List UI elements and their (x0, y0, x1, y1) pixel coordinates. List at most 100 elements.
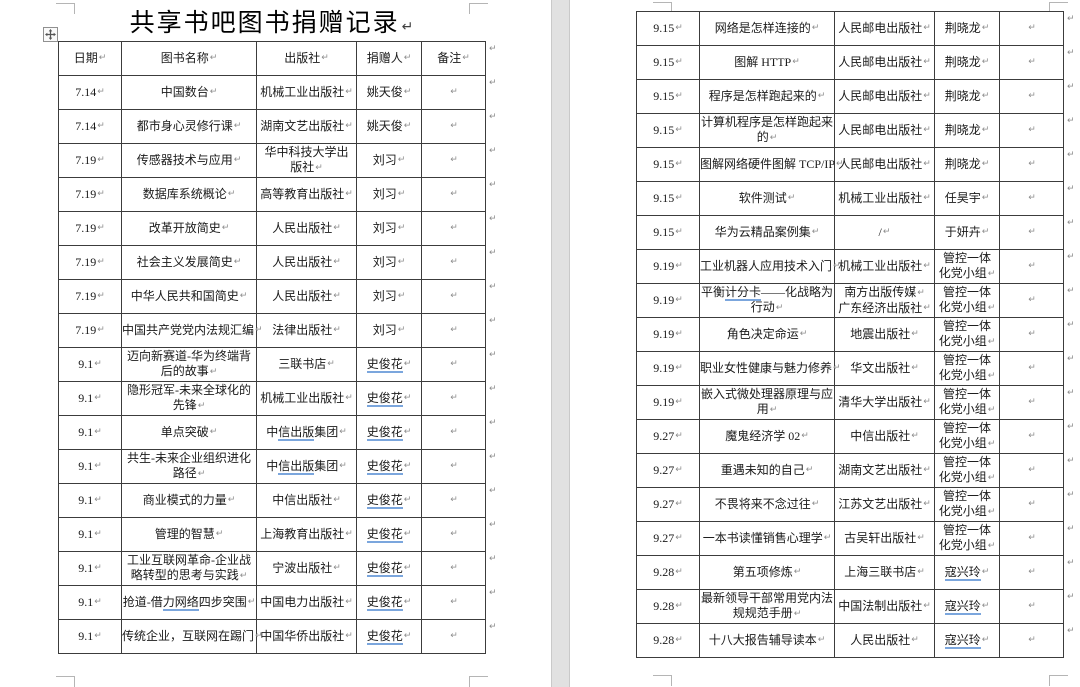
cell-publisher[interactable]: 华中科技大学出 版社↵ (256, 143, 357, 178)
cell-publisher[interactable]: 江苏文艺出版社↵ (834, 487, 935, 522)
cell-publisher[interactable]: 中信出版社↵ (834, 419, 935, 454)
header-cell-date[interactable]: 日期↵ (58, 41, 122, 76)
cell-note[interactable]: ↵ (421, 313, 486, 348)
cell-note[interactable]: ↵ (999, 45, 1064, 80)
cell-publisher[interactable]: 中国华侨出版社↵ (256, 619, 357, 654)
cell-date[interactable]: 9.19↵ (636, 351, 700, 386)
cell-book[interactable]: 传感器技术与应用↵ (121, 143, 257, 178)
cell-book[interactable]: 数据库系统概论↵ (121, 177, 257, 212)
cell-date[interactable]: 9.19↵ (636, 317, 700, 352)
cell-note[interactable]: ↵ (999, 385, 1064, 420)
cell-donor[interactable]: 史俊花↵ (356, 415, 422, 450)
cell-publisher[interactable]: 中信出版集团↵ (256, 415, 357, 450)
cell-donor[interactable]: 管控一体 化党小组↵ (934, 351, 1000, 386)
cell-note[interactable]: ↵ (999, 147, 1064, 182)
cell-note[interactable]: ↵ (999, 113, 1064, 148)
cell-publisher[interactable]: 上海三联书店↵ (834, 555, 935, 590)
cell-book[interactable]: 管理的智慧↵ (121, 517, 257, 552)
cell-date[interactable]: 9.1↵ (58, 585, 122, 620)
cell-donor[interactable]: 史俊花↵ (356, 517, 422, 552)
cell-note[interactable]: ↵ (421, 585, 486, 620)
cell-book[interactable]: 商业模式的力量↵ (121, 483, 257, 518)
cell-book[interactable]: 隐形冠军-未来全球化的 先锋↵ (121, 381, 257, 416)
cell-date[interactable]: 9.1↵ (58, 619, 122, 654)
cell-donor[interactable]: 姚天俊↵ (356, 75, 422, 110)
cell-publisher[interactable]: 中信出版社↵ (256, 483, 357, 518)
cell-donor[interactable]: 史俊花↵ (356, 483, 422, 518)
cell-publisher[interactable]: 人民出版社↵ (256, 245, 357, 280)
cell-donor[interactable]: 管控一体 化党小组↵ (934, 521, 1000, 556)
cell-publisher[interactable]: 清华大学出版社↵ (834, 385, 935, 420)
cell-date[interactable]: 9.28↵ (636, 589, 700, 624)
table-move-handle[interactable] (43, 27, 58, 42)
cell-publisher[interactable]: 上海教育出版社↵ (256, 517, 357, 552)
cell-book[interactable]: 角色决定命运↵ (699, 317, 835, 352)
cell-book[interactable]: 中国数台↵ (121, 75, 257, 110)
cell-book[interactable]: 程序是怎样跑起来的↵ (699, 79, 835, 114)
cell-note[interactable]: ↵ (421, 449, 486, 484)
cell-book[interactable]: 工业互联网革命-企业战 略转型的思考与实践↵ (121, 551, 257, 586)
cell-publisher[interactable]: 地震出版社↵ (834, 317, 935, 352)
cell-publisher[interactable]: 机械工业出版社↵ (834, 249, 935, 284)
cell-note[interactable]: ↵ (421, 551, 486, 586)
cell-publisher[interactable]: 南方出版传媒↵ 广东经济出版社↵ (834, 283, 935, 318)
cell-date[interactable]: 9.1↵ (58, 381, 122, 416)
cell-date[interactable]: 9.19↵ (636, 249, 700, 284)
cell-date[interactable]: 9.27↵ (636, 487, 700, 522)
cell-book[interactable]: 重遇未知的自己↵ (699, 453, 835, 488)
cell-publisher[interactable]: 华文出版社↵ (834, 351, 935, 386)
cell-note[interactable]: ↵ (999, 521, 1064, 556)
cell-note[interactable]: ↵ (999, 215, 1064, 250)
cell-date[interactable]: 7.19↵ (58, 211, 122, 246)
cell-book[interactable]: 十八大报告辅导读本↵ (699, 623, 835, 658)
cell-donor[interactable]: 姚天俊↵ (356, 109, 422, 144)
cell-note[interactable]: ↵ (421, 279, 486, 314)
cell-note[interactable]: ↵ (999, 11, 1064, 46)
cell-note[interactable]: ↵ (421, 517, 486, 552)
cell-note[interactable]: ↵ (999, 351, 1064, 386)
cell-book[interactable]: 最新领导干部常用党内法 规规范手册↵ (699, 589, 835, 624)
cell-book[interactable]: 平衡计分卡——化战略为 行动↵ (699, 283, 835, 318)
cell-donor[interactable]: 荆晓龙↵ (934, 45, 1000, 80)
cell-date[interactable]: 9.27↵ (636, 419, 700, 454)
cell-donor[interactable]: 于妍卉↵ (934, 215, 1000, 250)
cell-date[interactable]: 7.19↵ (58, 245, 122, 280)
cell-publisher[interactable]: 湖南文艺出版社↵ (256, 109, 357, 144)
cell-book[interactable]: 华为云精品案例集↵ (699, 215, 835, 250)
cell-note[interactable]: ↵ (421, 483, 486, 518)
cell-note[interactable]: ↵ (421, 415, 486, 450)
cell-donor[interactable]: 刘习↵ (356, 313, 422, 348)
cell-date[interactable]: 9.15↵ (636, 79, 700, 114)
cell-donor[interactable]: 寇兴玲↵ (934, 623, 1000, 658)
cell-book[interactable]: 图解 HTTP↵ (699, 45, 835, 80)
cell-date[interactable]: 9.27↵ (636, 453, 700, 488)
cell-note[interactable]: ↵ (421, 211, 486, 246)
page-title[interactable]: 共享书吧图书捐赠记录 (129, 10, 400, 37)
cell-book[interactable]: 图解网络硬件图解 TCP/IP↵ (699, 147, 844, 182)
cell-book[interactable]: 职业女性健康与魅力修养↵ (699, 351, 841, 386)
cell-date[interactable]: 7.14↵ (58, 75, 122, 110)
cell-note[interactable]: ↵ (421, 75, 486, 110)
cell-note[interactable]: ↵ (421, 619, 486, 654)
header-cell-donor[interactable]: 捐赠人↵ (356, 41, 422, 76)
cell-publisher[interactable]: 机械工业出版社↵ (256, 381, 357, 416)
cell-date[interactable]: 9.15↵ (636, 11, 700, 46)
cell-note[interactable]: ↵ (999, 181, 1064, 216)
cell-publisher[interactable]: 机械工业出版社↵ (256, 75, 357, 110)
cell-book[interactable]: 计算机程序是怎样跑起来 的↵ (699, 113, 835, 148)
cell-note[interactable]: ↵ (999, 317, 1064, 352)
cell-book[interactable]: 社会主义发展简史↵ (121, 245, 257, 280)
cell-donor[interactable]: 刘习↵ (356, 245, 422, 280)
cell-note[interactable]: ↵ (999, 589, 1064, 624)
cell-date[interactable]: 9.19↵ (636, 385, 700, 420)
cell-donor[interactable]: 寇兴玲↵ (934, 589, 1000, 624)
cell-date[interactable]: 7.19↵ (58, 177, 122, 212)
cell-publisher[interactable]: 法律出版社↵ (256, 313, 357, 348)
cell-note[interactable]: ↵ (999, 487, 1064, 522)
cell-publisher[interactable]: 人民邮电出版社↵ (834, 11, 935, 46)
cell-note[interactable]: ↵ (421, 109, 486, 144)
header-cell-publisher[interactable]: 出版社↵ (256, 41, 357, 76)
cell-note[interactable]: ↵ (421, 245, 486, 280)
cell-donor[interactable]: 任昊宇↵ (934, 181, 1000, 216)
cell-note[interactable]: ↵ (999, 283, 1064, 318)
